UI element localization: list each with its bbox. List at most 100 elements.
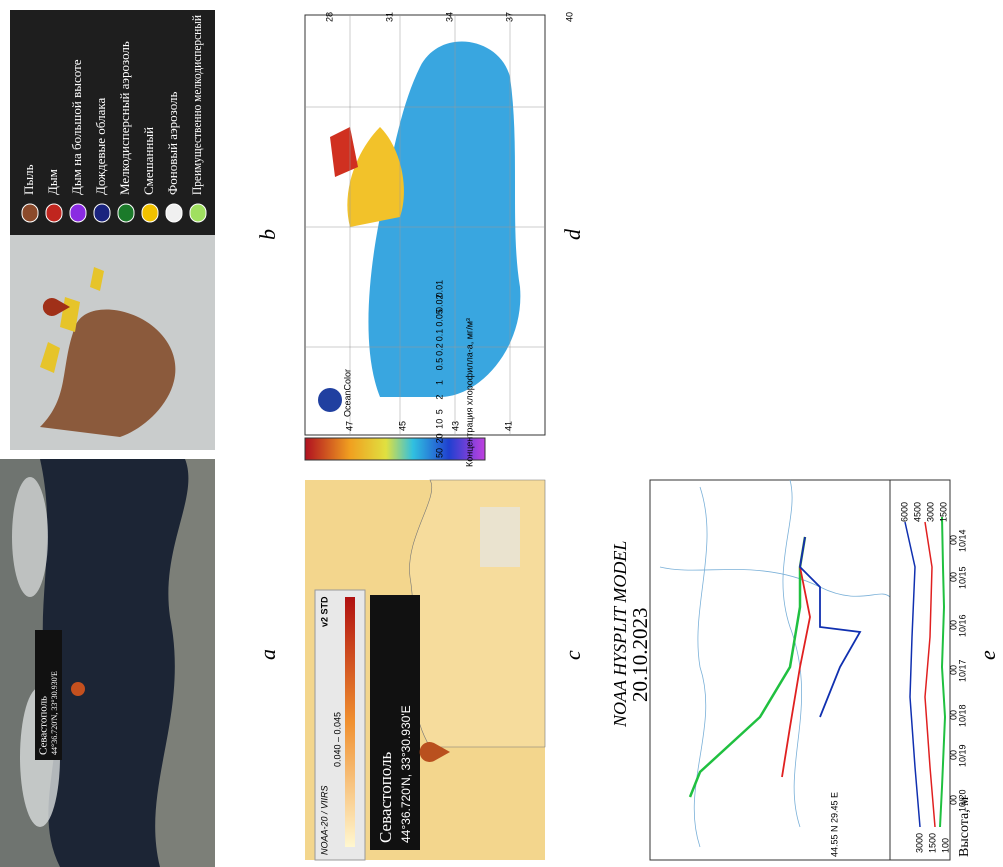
- date-label: 10/15: [957, 566, 967, 589]
- lon-label: 40: [564, 12, 574, 22]
- popup-name: Севастополь: [38, 696, 50, 755]
- legend-box: [10, 10, 215, 235]
- legend-label: Дым на большой высоте: [69, 59, 84, 195]
- hour-label: 00: [948, 535, 958, 545]
- start-height-label: 1500: [927, 833, 937, 853]
- height-tick-label: 3000: [925, 502, 935, 522]
- legend-label: Дым: [45, 169, 60, 195]
- color-scale: [345, 597, 355, 847]
- colorbar-tick-label: 5: [434, 409, 444, 414]
- date-label: 10/14: [957, 529, 967, 552]
- legend-label: Дождевые облака: [93, 98, 108, 195]
- clouds: [480, 507, 520, 567]
- legend-swatch: [117, 203, 135, 223]
- panel-label: b: [255, 229, 280, 240]
- logo-text: OceanColor: [342, 369, 352, 417]
- source-point: 44.55 N 29.45 E: [829, 792, 839, 857]
- lat-label: 41: [503, 421, 513, 431]
- height-plot: [889, 479, 951, 861]
- coastlines: [659, 479, 891, 848]
- date-label: 10/16: [957, 614, 967, 637]
- legend-label: Пыль: [21, 164, 36, 195]
- date-label: 10/20: [957, 789, 967, 812]
- colorbar-tick-label: 20: [434, 433, 444, 443]
- colorbar-tick-label: 10: [434, 419, 444, 429]
- lat-label: 45: [397, 421, 407, 431]
- start-height-label: 3000: [914, 833, 924, 853]
- legend: Пыль Дым Дым на большой высоте Дождевые обл…: [21, 15, 207, 223]
- legend-label: Мелкодисперсный аэрозоль: [117, 41, 132, 195]
- colorbar-tick-label: 0.2: [434, 343, 444, 356]
- height-3000m: [904, 521, 921, 828]
- colorbar-tick-label: 2: [434, 395, 444, 400]
- dust-area: [40, 309, 176, 437]
- popup-coords: 44°36.720'N, 33°30.930'E: [399, 705, 413, 843]
- colorbar-tick-label: 0.01: [434, 280, 444, 298]
- legend-swatch: [21, 203, 39, 223]
- popup: [370, 595, 420, 850]
- coast: [409, 479, 546, 748]
- high-chlorophyll: [347, 127, 404, 227]
- date: 20.10.2023: [628, 608, 652, 703]
- logo: [318, 388, 342, 412]
- source: NOAA-20 / VIIRS: [319, 785, 329, 855]
- trajectory-3000m: [799, 536, 862, 718]
- lon-label: 28: [324, 12, 334, 22]
- legend-swatch: [93, 203, 111, 223]
- colorbar-tick-label: 0.5: [434, 358, 444, 371]
- axis-title: Высота, м: [957, 797, 972, 857]
- legend-swatch: [69, 203, 87, 223]
- hour-label: 00: [948, 795, 958, 805]
- hour-label: 00: [948, 750, 958, 760]
- high-chlorophyll: [330, 127, 358, 177]
- trajectory-map: [649, 479, 891, 861]
- legend-label: Смешанный: [141, 127, 156, 195]
- rotated-figure: Севастополь 44°36.720'N, 33°30.930'E a П…: [0, 10, 1000, 867]
- height-tick-label: 1500: [938, 502, 948, 522]
- popup-coords: 44°36.720'N, 33°30.930'E: [50, 671, 59, 755]
- legend-swatch: [165, 203, 183, 223]
- marker: [42, 298, 70, 316]
- version: v2 STD: [319, 596, 329, 627]
- legend-swatch: [189, 203, 207, 223]
- date-label: 10/19: [957, 744, 967, 767]
- legend-label: Преимущественно мелкодисперсный: [189, 15, 204, 195]
- marker: [71, 682, 85, 696]
- lon-label: 31: [384, 12, 394, 22]
- clouds: [12, 477, 48, 597]
- popup: [35, 630, 62, 760]
- colorbar-tick-label: 1: [434, 380, 444, 385]
- colorbar-tick-label: 0.05: [434, 309, 444, 327]
- panel-label: a: [255, 649, 280, 660]
- legend-swatch: [45, 203, 63, 223]
- sea: [368, 41, 521, 397]
- hour-label: 00: [948, 572, 958, 582]
- panel-label: d: [560, 228, 585, 240]
- panel-label: e: [975, 650, 1000, 660]
- height-tick-label: 4500: [912, 502, 922, 522]
- height-tick-label: 6000: [899, 502, 909, 522]
- height-100m: [939, 516, 947, 828]
- legend-swatch: [141, 203, 159, 223]
- map-labels: 50 20 10 5 2 1 0.5 0.20.1 0.050.020.01 Концентрац…: [324, 12, 574, 467]
- colorbar-tick-label: 0.1: [434, 329, 444, 342]
- date-label: 10/18: [957, 704, 967, 727]
- land: [155, 459, 215, 867]
- marker: [419, 742, 450, 762]
- legend-label: Фоновый аэрозоль: [165, 91, 180, 195]
- panel-label: c: [560, 650, 585, 660]
- lon-label: 34: [444, 12, 454, 22]
- graticule: [305, 15, 545, 435]
- colorbar-tick-label: 0.02: [434, 294, 444, 312]
- height-1500m: [924, 521, 936, 828]
- lat-label: 43: [450, 421, 460, 431]
- date-label: 10/17: [957, 659, 967, 682]
- lon-label: 37: [504, 12, 514, 22]
- colorbar: [304, 437, 486, 461]
- range: 0.040 – 0.045: [332, 712, 342, 767]
- start-height-label: 100: [940, 838, 950, 853]
- hour-label: 00: [948, 665, 958, 675]
